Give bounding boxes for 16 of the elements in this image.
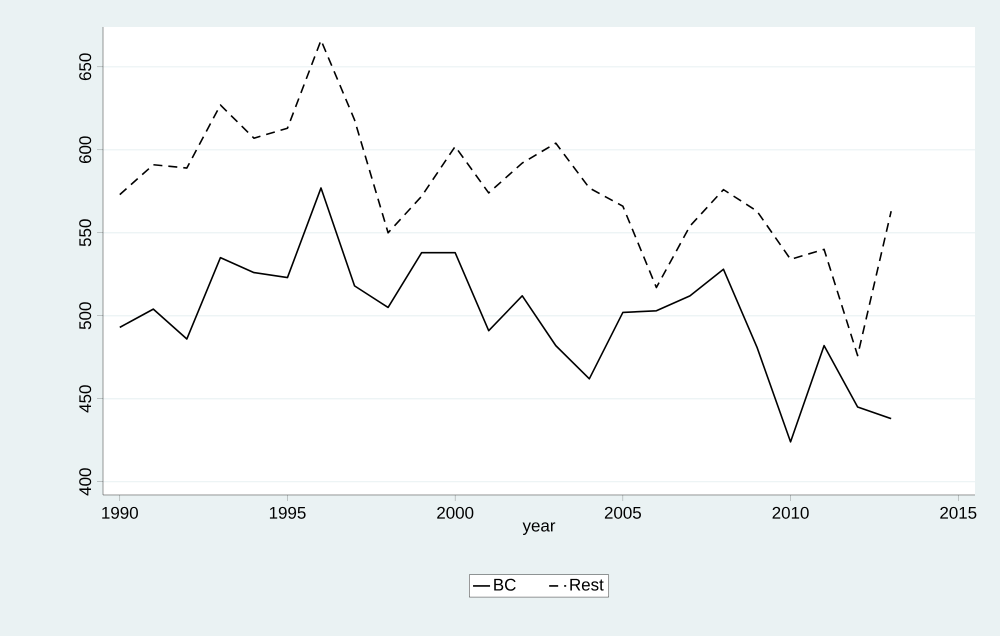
y-tick-label: 500 xyxy=(79,302,92,330)
y-tick-label: 650 xyxy=(79,53,92,80)
line-series xyxy=(118,187,892,443)
y-tick-label: 400 xyxy=(79,468,92,496)
legend-label: Rest xyxy=(570,578,604,591)
y-tick-label: 450 xyxy=(79,385,92,412)
x-tick-label: 2015 xyxy=(940,506,976,519)
x-tick-label: 1995 xyxy=(270,506,306,519)
y-tick-label: 600 xyxy=(79,136,92,164)
x-axis-title: year xyxy=(522,522,556,535)
x-tick-label: 2000 xyxy=(437,506,474,519)
x-tick-label: 2005 xyxy=(604,506,641,519)
y-tick-label: 550 xyxy=(79,219,92,246)
legend-label: BC xyxy=(494,578,516,591)
x-tick-label: 2010 xyxy=(772,506,809,519)
x-tick-label: 1990 xyxy=(102,506,138,519)
